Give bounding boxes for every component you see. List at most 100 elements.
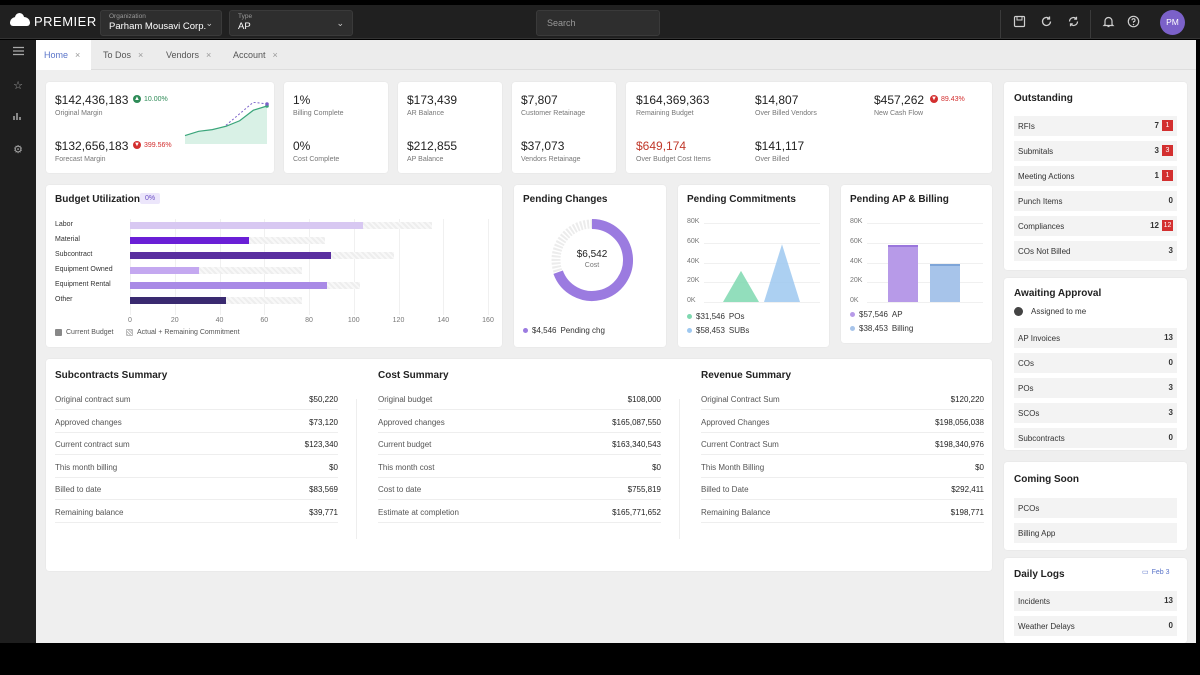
- save-icon[interactable]: [1012, 15, 1026, 29]
- row-label: This month billing: [55, 462, 118, 472]
- close-icon[interactable]: ×: [138, 50, 144, 60]
- cost-summary-title: Cost Summary: [378, 370, 449, 381]
- list-item[interactable]: Weather Delays 0: [1014, 616, 1177, 636]
- tab-account[interactable]: Account ×: [225, 40, 286, 70]
- y-tick-label: 60K: [850, 237, 863, 245]
- donut-center-label: Cost: [584, 262, 600, 269]
- over-budget-label: Over Budget Cost Items: [636, 156, 711, 163]
- over-billed-vendors-label: Over Billed Vendors: [755, 110, 817, 117]
- legend-value: $4,546: [532, 326, 557, 335]
- budget-utilization-title: Budget Utilization: [55, 194, 140, 205]
- list-item[interactable]: Billing App: [1014, 523, 1177, 543]
- category-label: Subcontract: [55, 251, 93, 258]
- item-count: 0: [1168, 358, 1173, 367]
- chart-icon[interactable]: [11, 111, 25, 125]
- row-value: $163,340,543: [612, 440, 661, 449]
- row-label: Current budget: [378, 440, 432, 449]
- gridline: [443, 219, 445, 315]
- donut-slice-pending: [553, 219, 633, 301]
- list-item[interactable]: COs Not Billed 3: [1014, 241, 1177, 261]
- over-billed-vendors-value: $14,807: [755, 93, 799, 107]
- item-count: 0: [1168, 621, 1173, 630]
- list-item[interactable]: Subcontracts 0: [1014, 428, 1177, 448]
- row-label: Original contract sum: [55, 395, 131, 404]
- list-item[interactable]: RFIs 7 1: [1014, 116, 1177, 136]
- tab-home[interactable]: Home ×: [36, 40, 91, 70]
- list-item[interactable]: Compliances 12 12: [1014, 216, 1177, 236]
- row-label: Billed to date: [55, 485, 102, 494]
- list-item[interactable]: Submitals 3 3: [1014, 141, 1177, 161]
- type-select[interactable]: Type AP ⌄: [229, 10, 353, 36]
- list-item[interactable]: POs 3: [1014, 378, 1177, 398]
- row-label: Remaining Balance: [701, 507, 771, 517]
- pending-changes-legend: $4,546 Pending chg: [523, 326, 605, 335]
- daily-logs-date[interactable]: ▭ Feb 3: [1142, 568, 1170, 577]
- item-count: 3: [1168, 408, 1173, 417]
- item-label: COs: [1018, 359, 1034, 368]
- item-count: 0: [1168, 196, 1173, 205]
- daily-logs-title: Daily Logs: [1014, 569, 1065, 580]
- gear-icon[interactable]: ⚙: [13, 144, 23, 156]
- customer-retainage-value: $7,807: [521, 93, 558, 107]
- list-item[interactable]: COs 0: [1014, 353, 1177, 373]
- tab-vendors[interactable]: Vendors ×: [158, 40, 219, 70]
- assigned-to-me-label: Assigned to me: [1031, 307, 1087, 316]
- help-icon[interactable]: [1126, 15, 1140, 29]
- gridline: [867, 242, 983, 244]
- legend-label: POs: [728, 312, 745, 321]
- legend-dot: [523, 328, 528, 333]
- ar-balance-label: AR Balance: [407, 110, 444, 117]
- star-icon[interactable]: ☆: [13, 80, 23, 92]
- gridline: [867, 302, 983, 303]
- row-value: $0: [329, 462, 338, 472]
- legend-swatch: [126, 329, 133, 336]
- close-icon[interactable]: ×: [272, 50, 278, 60]
- avatar[interactable]: PM: [1160, 10, 1185, 35]
- brand-logo[interactable]: PREMIER: [10, 13, 97, 29]
- row-value: $198,340,976: [935, 440, 984, 449]
- legend-label: AP: [891, 310, 903, 319]
- ap-legend: $57,546 AP: [850, 310, 903, 319]
- organization-select[interactable]: Organization Parham Mousavi Corp. ⌄: [100, 10, 222, 36]
- revenue-summary-table: Original Contract Sum $120,220 Approved Ch…: [701, 388, 984, 538]
- remaining-budget-value: $164,369,363: [636, 93, 710, 107]
- x-tick-label: 60: [260, 317, 269, 324]
- actual-commitment-bar: [130, 237, 249, 244]
- search-input[interactable]: Search: [536, 10, 660, 36]
- legend-dot: [850, 312, 855, 317]
- list-item[interactable]: Incidents 13: [1014, 591, 1177, 611]
- arrow-up-icon: ▲: [133, 95, 141, 103]
- list-item[interactable]: SCOs 3: [1014, 403, 1177, 423]
- refresh-icon[interactable]: [1039, 15, 1053, 29]
- row-label: Cost to date: [378, 485, 422, 494]
- item-count: 3: [1154, 146, 1159, 155]
- tab-to-dos[interactable]: To Dos ×: [95, 40, 151, 70]
- actual-commitment-bar: [130, 267, 200, 274]
- menu-icon[interactable]: [11, 46, 25, 60]
- item-count: 13: [1164, 596, 1173, 605]
- row-value: $50,220: [309, 395, 338, 404]
- pos-legend: $31,546 POs: [687, 312, 744, 321]
- awaiting-approval-title: Awaiting Approval: [1014, 288, 1102, 299]
- list-item[interactable]: PCOs: [1014, 498, 1177, 518]
- chevron-down-icon: ⌄: [336, 18, 344, 28]
- assigned-to-me-toggle[interactable]: Assigned to me: [1014, 307, 1086, 316]
- close-icon[interactable]: ×: [206, 50, 212, 60]
- tab-label: To Dos: [103, 50, 132, 60]
- row-label: Current contract sum: [55, 440, 130, 449]
- list-item[interactable]: AP Invoices 13: [1014, 328, 1177, 348]
- area-mark: [764, 244, 800, 302]
- new-cash-flow-label: New Cash Flow: [874, 110, 924, 117]
- change-value: 10.00%: [144, 95, 168, 103]
- row-label: Current Contract Sum: [701, 440, 779, 449]
- list-item[interactable]: Meeting Actions 1 1: [1014, 166, 1177, 186]
- type-value: AP: [238, 21, 251, 32]
- list-item[interactable]: Punch Items 0: [1014, 191, 1177, 211]
- cost-summary-table: Original budget $108,000 Approved changes $…: [378, 388, 661, 538]
- item-label: Incidents: [1018, 597, 1051, 606]
- organization-value: Parham Mousavi Corp.: [109, 21, 207, 32]
- close-icon[interactable]: ×: [75, 50, 81, 60]
- sync-icon[interactable]: [1066, 15, 1080, 29]
- bell-icon[interactable]: [1101, 15, 1115, 29]
